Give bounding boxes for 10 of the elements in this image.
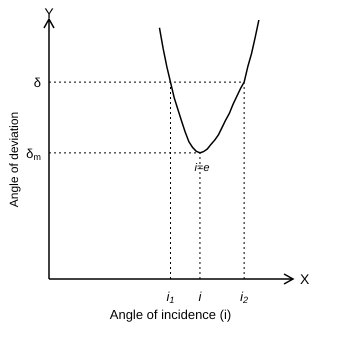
annotation: i=e [194, 162, 210, 174]
y-axis-title: Angle of deviation [7, 112, 21, 208]
ref-line-label: δ [34, 75, 41, 90]
text: X [300, 271, 310, 287]
annotation: Y [44, 5, 54, 21]
x-axis-title: Angle of incidence (i) [110, 307, 232, 322]
x-tick-label: i [198, 289, 203, 304]
x-tick-label: i$_{2}$ [240, 289, 248, 306]
x-tick-label: i$_{1}$ [166, 289, 174, 306]
ref-line-label: δ$_{m}$ [26, 146, 41, 162]
